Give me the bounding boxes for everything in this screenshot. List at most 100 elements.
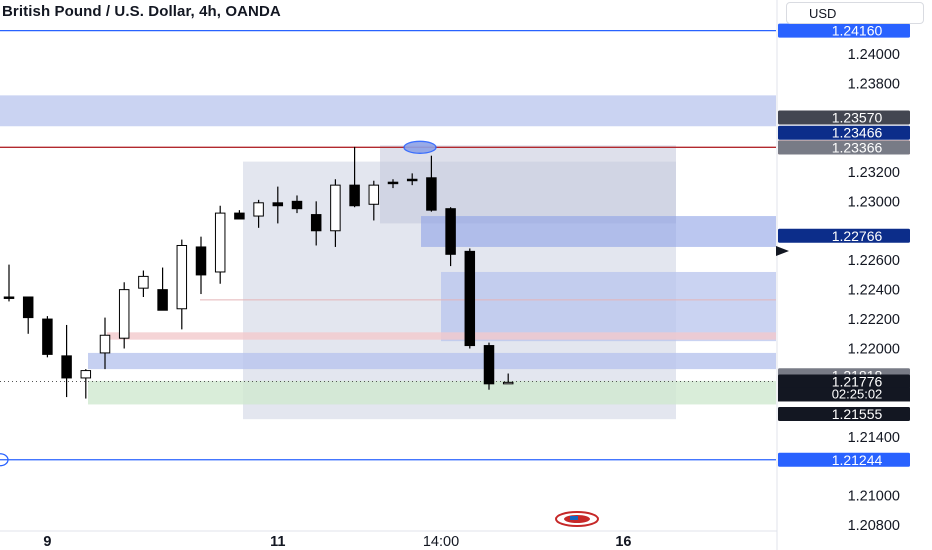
candle bbox=[176, 239, 188, 330]
candle-body bbox=[80, 370, 92, 379]
candle-body bbox=[483, 345, 495, 385]
y-tick-label: 1.21400 bbox=[848, 430, 900, 446]
y-tick-label: 1.22400 bbox=[848, 283, 900, 299]
candle-body bbox=[99, 334, 111, 354]
candle bbox=[157, 267, 168, 311]
x-tick-label: 11 bbox=[270, 534, 285, 550]
price-label: 1.21555 bbox=[832, 406, 883, 422]
candle bbox=[464, 248, 476, 349]
countdown-label: 02:25:02 bbox=[832, 386, 883, 401]
y-tick-label: 1.20800 bbox=[848, 518, 900, 534]
candle-body bbox=[176, 244, 188, 310]
y-tick-label: 1.23000 bbox=[848, 194, 900, 210]
price-label-bg bbox=[778, 140, 910, 155]
candle-body bbox=[330, 184, 341, 232]
candle-body bbox=[502, 381, 514, 385]
candle bbox=[330, 179, 341, 247]
candle-body bbox=[3, 296, 15, 299]
price-arrow-icon bbox=[776, 246, 789, 256]
demand-zone-lower bbox=[441, 271, 776, 342]
y-tick-label: 1.23800 bbox=[848, 77, 900, 93]
candle bbox=[22, 296, 34, 334]
candle bbox=[99, 317, 111, 370]
candle bbox=[3, 264, 15, 302]
candle-body bbox=[445, 208, 456, 255]
candle-body bbox=[426, 177, 437, 211]
price-label: 1.23466 bbox=[832, 125, 883, 141]
price-label-bg bbox=[778, 110, 910, 125]
price-label: 1.23570 bbox=[832, 109, 883, 125]
candle-body bbox=[234, 212, 245, 220]
x-tick-label: 16 bbox=[615, 534, 631, 550]
candle-body bbox=[253, 202, 264, 217]
candle bbox=[253, 199, 264, 228]
countdown-bg bbox=[778, 387, 910, 402]
chart-title: British Pound / U.S. Dollar, 4h, OANDA bbox=[2, 3, 281, 20]
candle-body bbox=[61, 355, 72, 379]
candle-body bbox=[272, 202, 284, 207]
candle bbox=[310, 201, 322, 246]
candle-body bbox=[157, 289, 168, 311]
candle bbox=[234, 210, 245, 220]
candle bbox=[61, 324, 72, 398]
price-label-bg bbox=[778, 406, 910, 421]
price-label: 1.22766 bbox=[832, 228, 883, 244]
candle bbox=[368, 180, 380, 221]
currency-selector-button[interactable]: USD bbox=[786, 2, 924, 24]
price-label-bg bbox=[778, 452, 910, 467]
y-tick-label: 1.21000 bbox=[848, 489, 900, 505]
price-label-bg bbox=[778, 23, 910, 38]
range-box-top bbox=[380, 145, 676, 224]
candle bbox=[406, 173, 418, 186]
candle bbox=[195, 236, 207, 295]
price-label: 1.24160 bbox=[832, 23, 883, 39]
y-tick-label: 1.24000 bbox=[848, 47, 900, 63]
candle-body bbox=[406, 178, 418, 182]
y-tick-label: 1.22600 bbox=[848, 253, 900, 269]
candle bbox=[483, 342, 495, 390]
candle-body bbox=[291, 200, 303, 210]
candle-body bbox=[138, 275, 149, 289]
green-zone bbox=[88, 380, 776, 405]
y-tick-label: 1.22000 bbox=[848, 342, 900, 358]
sweep-marker bbox=[403, 140, 437, 154]
level-marker bbox=[0, 453, 9, 467]
price-label-bg bbox=[778, 125, 910, 140]
candle bbox=[349, 146, 360, 208]
demand-zone-bottom bbox=[88, 352, 776, 370]
price-label: 1.21244 bbox=[832, 452, 883, 468]
y-tick-label: 1.23200 bbox=[848, 165, 900, 181]
candle bbox=[42, 316, 53, 358]
supply-zone-top bbox=[0, 95, 776, 127]
candle bbox=[118, 282, 130, 349]
candle bbox=[138, 270, 149, 297]
candle bbox=[426, 155, 437, 212]
y-tick-label: 1.22200 bbox=[848, 312, 900, 328]
pink-zone bbox=[107, 332, 776, 340]
us-flag-icon bbox=[555, 511, 599, 527]
candle-body bbox=[214, 212, 226, 273]
price-label: 1.21776 bbox=[832, 373, 883, 389]
price-label-bg bbox=[778, 228, 910, 243]
candle bbox=[387, 179, 399, 189]
candle-body bbox=[387, 181, 399, 185]
x-tick-label: 14:00 bbox=[423, 534, 459, 550]
candle bbox=[80, 369, 92, 399]
candle-body bbox=[195, 246, 207, 276]
candle-body bbox=[310, 214, 322, 232]
candle-body bbox=[118, 289, 130, 339]
candle bbox=[272, 186, 284, 224]
x-tick-label: 9 bbox=[43, 534, 51, 550]
candle bbox=[445, 207, 456, 267]
candle-body bbox=[464, 250, 476, 347]
price-label: 1.23366 bbox=[832, 139, 883, 155]
candle-body bbox=[368, 184, 380, 205]
demand-zone-mid bbox=[421, 216, 776, 247]
candle-body bbox=[42, 318, 53, 355]
candle bbox=[291, 195, 303, 214]
price-label-bg bbox=[778, 374, 910, 389]
candle bbox=[214, 205, 226, 284]
candle-body bbox=[349, 184, 360, 207]
candle bbox=[502, 373, 514, 385]
